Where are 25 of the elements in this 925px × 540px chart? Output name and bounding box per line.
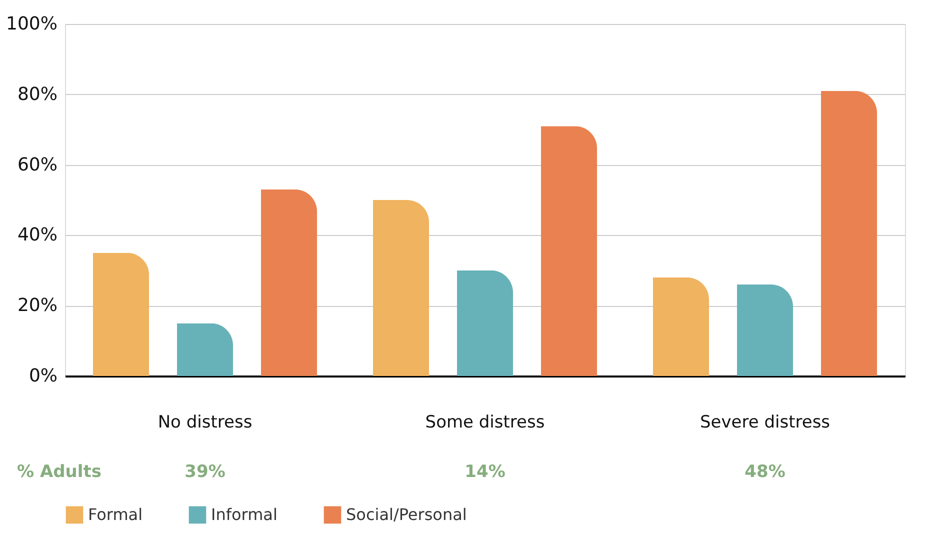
bar — [177, 323, 233, 376]
x-tick-label: Severe distress — [700, 412, 830, 432]
text: 14% — [464, 462, 506, 482]
legend-label: Informal — [211, 504, 278, 524]
y-tick-label: 0% — [28, 366, 58, 386]
text: 39% — [184, 462, 226, 482]
y-tick-label: 60% — [17, 154, 58, 176]
bar — [373, 200, 429, 376]
x-tick-label: No distress — [158, 412, 252, 432]
legend-label: Social/Personal — [346, 504, 467, 524]
bar — [653, 277, 709, 376]
text: 48% — [744, 462, 786, 482]
y-tick-label: 80% — [17, 84, 58, 105]
legend-label: Formal — [88, 504, 143, 524]
bar — [737, 284, 793, 376]
y-tick-label: 100% — [6, 14, 58, 34]
text: % Adults — [17, 462, 102, 482]
y-tick-label: 20% — [17, 295, 58, 316]
bar — [93, 252, 149, 376]
bar — [821, 90, 877, 376]
bar — [261, 189, 317, 376]
x-tick-label: Some distress — [425, 412, 545, 432]
bar — [457, 270, 513, 376]
y-tick-label: 40% — [17, 224, 58, 246]
bar — [541, 126, 597, 376]
